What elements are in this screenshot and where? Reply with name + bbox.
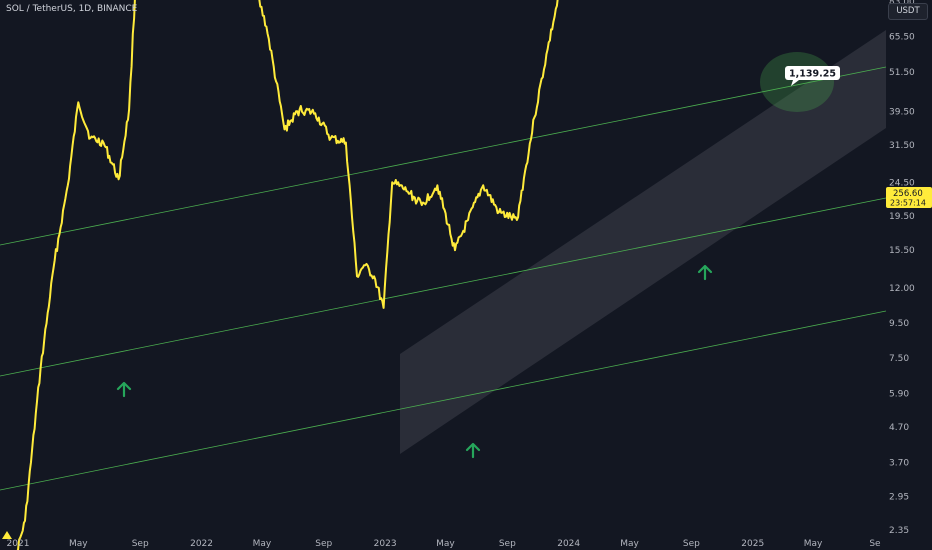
peak-highlight-circle[interactable] bbox=[760, 52, 834, 112]
chart-plot-area[interactable]: 1,139.25 bbox=[0, 0, 887, 550]
x-tick-label: May bbox=[620, 539, 639, 549]
current-price-countdown: 23:57:14 bbox=[890, 199, 926, 208]
start-marker-icon bbox=[2, 531, 12, 539]
y-tick-label: 31.50 bbox=[889, 141, 915, 151]
x-tick-label: Sep bbox=[683, 539, 700, 549]
up-arrow-head bbox=[116, 381, 132, 391]
y-tick-label: 2.95 bbox=[889, 492, 909, 502]
y-tick-label: 12.00 bbox=[889, 284, 915, 294]
trend-line-upper[interactable] bbox=[0, 66, 887, 246]
price-annotation-box bbox=[785, 66, 840, 80]
x-tick-label: 2021 bbox=[7, 539, 30, 549]
x-tick-label: 2023 bbox=[374, 539, 397, 549]
y-tick-label: 15.50 bbox=[889, 246, 915, 256]
up-arrow-icon[interactable] bbox=[697, 264, 713, 281]
parallel-channel[interactable] bbox=[400, 30, 886, 454]
x-tick-label: 2022 bbox=[190, 539, 213, 549]
y-tick-label: 7.50 bbox=[889, 354, 909, 364]
trend-line-middle[interactable] bbox=[0, 197, 887, 377]
up-arrow-head bbox=[465, 442, 481, 452]
symbol-title[interactable]: SOL / TetherUS, 1D, BINANCE bbox=[6, 4, 138, 14]
y-tick-label: 65.50 bbox=[889, 32, 915, 42]
y-tick-label: 3.70 bbox=[889, 459, 909, 469]
x-tick-label: Se bbox=[869, 539, 881, 549]
x-tick-label: Sep bbox=[499, 539, 516, 549]
y-tick-label: 51.50 bbox=[889, 68, 915, 78]
x-tick-label: 2024 bbox=[557, 539, 580, 549]
current-price-tag-box bbox=[886, 187, 932, 208]
up-arrow-icon[interactable] bbox=[116, 381, 132, 398]
price-annotation-label: 1,139.25 bbox=[789, 69, 836, 80]
y-tick-label: 19.50 bbox=[889, 212, 915, 222]
current-price-value: 256.60 bbox=[893, 189, 923, 199]
x-tick-label: May bbox=[69, 539, 88, 549]
x-tick-label: Sep bbox=[315, 539, 332, 549]
y-tick-label: 39.50 bbox=[889, 107, 915, 117]
y-tick-label: 5.90 bbox=[889, 389, 909, 399]
y-tick-label: 9.50 bbox=[889, 319, 909, 329]
up-arrow-head bbox=[697, 264, 713, 274]
up-arrow-icon[interactable] bbox=[465, 442, 481, 459]
x-tick-label: May bbox=[804, 539, 823, 549]
price-annotation[interactable]: 1,139.25 bbox=[785, 66, 840, 86]
x-tick-label: May bbox=[253, 539, 272, 549]
currency-selector[interactable]: USDT bbox=[888, 3, 928, 20]
axis-layer: 2.35 2.95 3.70 4.70 5.90 7.50 9.50 12.00 15.50 19… bbox=[7, 0, 932, 549]
price-annotation-pointer bbox=[791, 80, 799, 86]
price-series-line[interactable] bbox=[12, 0, 733, 550]
y-tick-label: 24.50 bbox=[889, 178, 915, 188]
x-tick-label: 2025 bbox=[741, 539, 764, 549]
x-tick-label: Sep bbox=[132, 539, 149, 549]
y-tick-label: 2.35 bbox=[889, 526, 909, 536]
x-tick-label: May bbox=[436, 539, 455, 549]
trend-line-lower[interactable] bbox=[0, 310, 887, 491]
y-tick-label: 4.70 bbox=[889, 423, 909, 433]
